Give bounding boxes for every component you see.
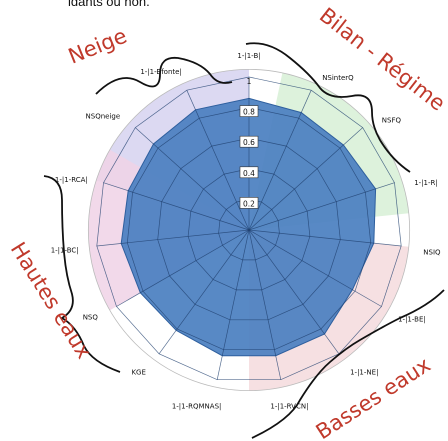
grid-spoke (96, 229, 250, 247)
grid-spoke (248, 229, 382, 307)
category-label: NSIQ (423, 248, 441, 256)
grid-spoke (158, 229, 250, 355)
group-braces (43, 42, 445, 439)
category-label: NSFQ (382, 116, 402, 124)
category-label: KGE (131, 369, 145, 377)
radar-series (120, 97, 377, 357)
group-label-neige: Neige (65, 24, 130, 69)
brace-hautes (43, 175, 121, 373)
grid-spoke (216, 229, 250, 380)
grid-ring (187, 168, 311, 291)
series-area (120, 97, 377, 357)
grid-ring (157, 137, 341, 321)
grid-spoke (248, 127, 363, 231)
brace-basses (251, 289, 445, 439)
category-label: NSQneige (86, 112, 121, 120)
radial-tick-box (239, 166, 259, 179)
category-label: 1-|1-BE| (398, 316, 426, 324)
grid-ring (218, 199, 280, 261)
grid-spoke (186, 90, 250, 231)
group-label-hautes: Hautes eaux (6, 238, 96, 363)
radial-tick-box (239, 105, 259, 117)
radial-tick-label: 0.8 (243, 108, 255, 117)
category-label: 1-|1-RVCN| (270, 403, 308, 411)
radial-tick-label: 0.2 (243, 199, 255, 208)
grid-spoke (248, 229, 402, 247)
category-label: NSinterQ (322, 74, 354, 82)
brace-neige (95, 56, 233, 95)
radial-tick-box (239, 135, 259, 148)
radar-grid (87, 68, 411, 392)
grid-ring (126, 107, 372, 351)
category-label: 1-|1-NE| (350, 369, 378, 377)
grid-spoke (248, 182, 395, 231)
category-labels: 1-|1-B| NSinterQ NSFQ 1-|1-R| NSIQ 1-|1-BE| 1-… (51, 52, 441, 411)
category-label: NSQ (83, 314, 99, 322)
grid-spoke (248, 229, 282, 380)
grid-spoke (248, 90, 312, 231)
radial-tick-labels: 0.2 0.4 0.6 0.8 1 (239, 77, 259, 209)
radial-tick-label: 0.4 (243, 169, 255, 178)
outer-circle (87, 68, 411, 392)
category-label: 1-|1-B| (237, 52, 260, 60)
brace-bilan (245, 42, 411, 173)
category-label: 1-|1-RQMNAS| (172, 403, 222, 411)
grid-spoke (135, 127, 250, 231)
radial-tick-label: 0.6 (243, 138, 255, 147)
grid-spoke (103, 182, 250, 231)
radial-tick-box (239, 197, 259, 209)
grid-ring (96, 76, 402, 381)
category-label: 1-|1-Bfonte| (140, 68, 181, 76)
header-fragment: idants ou non. (68, 0, 150, 9)
radial-tick-label: 1 (247, 77, 252, 86)
grid-spoke (116, 229, 250, 307)
category-label: 1-|1-R| (414, 179, 438, 187)
grid-spoke (248, 229, 340, 355)
category-label: 1-|1-RCA| (55, 176, 88, 184)
